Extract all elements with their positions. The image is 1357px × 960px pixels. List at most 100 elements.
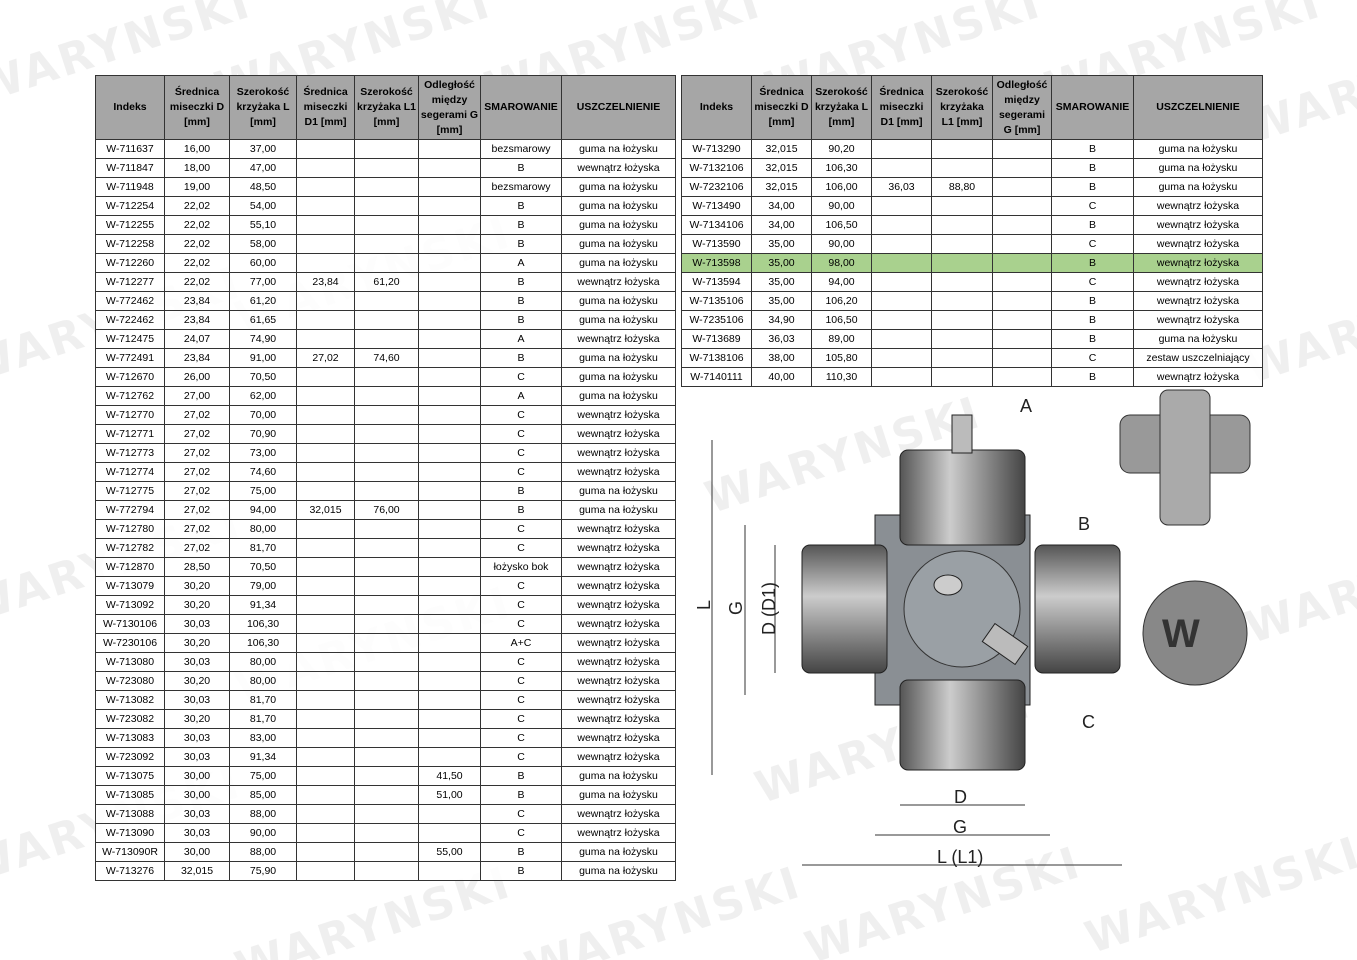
table-cell [354,405,419,425]
table-cell [354,747,419,767]
table-cell: 27,02 [164,500,230,520]
table-cell: 30,00 [164,785,230,805]
table-cell: 77,00 [229,272,297,292]
table-cell: wewnątrz łożyska [561,462,676,482]
table-cell: B [1051,177,1134,197]
table-cell: W-712762 [95,386,165,406]
table-cell: wewnątrz łożyska [1133,272,1263,292]
table-cell [296,177,355,197]
table-row: W-712870 28,50 70,50 łożysko bok wewnątrz ło… [95,557,676,577]
table-cell: W-713276 [95,861,165,881]
table-cell [418,234,481,254]
table-cell [354,766,419,786]
table-cell: 26,00 [164,367,230,387]
table-cell [418,196,481,216]
table-cell: W-713083 [95,728,165,748]
table-cell: 23,84 [296,272,355,292]
table-cell: 74,60 [354,348,419,368]
table-cell [992,253,1052,273]
table-cell [418,424,481,444]
table-cell: W-713090 [95,823,165,843]
table-cell: W-713085 [95,785,165,805]
table-cell: A+C [480,633,562,653]
table-cell: wewnątrz łożyska [561,595,676,615]
table-cell: W-712254 [95,196,165,216]
table-cell: wewnątrz łożyska [561,405,676,425]
table-cell: 32,015 [296,500,355,520]
table-cell: 91,34 [229,747,297,767]
column-header: Średnica miseczki D1 [mm] [871,75,932,140]
table-cell: 70,50 [229,367,297,387]
table-cell: 94,00 [811,272,872,292]
table-cell [296,557,355,577]
table-cell: C [480,595,562,615]
table-cell [296,424,355,444]
table-cell [418,576,481,596]
table-cell: guma na łożysku [561,215,676,235]
table-cell: 90,20 [811,139,872,159]
table-cell: W-713689 [681,329,752,349]
column-header: USZCZELNIENIE [561,75,676,140]
table-cell: 32,015 [751,139,812,159]
table-cell: wewnątrz łożyska [1133,253,1263,273]
table-cell: C [480,614,562,634]
table-cell [354,804,419,824]
table-cell: wewnątrz łożyska [561,519,676,539]
table-cell: wewnątrz łożyska [1133,215,1263,235]
table-cell: 22,02 [164,215,230,235]
table-cell: 88,00 [229,842,297,862]
table-cell: wewnątrz łożyska [561,557,676,577]
table-cell: W-712670 [95,367,165,387]
label-c: C [1082,712,1095,732]
table-cell [418,405,481,425]
table-cell: 70,50 [229,557,297,577]
table-cell [418,158,481,178]
table-cell: W-711847 [95,158,165,178]
table-cell [296,538,355,558]
table-cell: W-712774 [95,462,165,482]
table-cell: W-7138106 [681,348,752,368]
table-cell: 80,00 [229,652,297,672]
table-cell [931,367,993,387]
table-cell: B [480,158,562,178]
table-cell [354,215,419,235]
table-cell: guma na łożysku [561,386,676,406]
table-cell: 91,00 [229,348,297,368]
left-spec-table: Indeks Średnica miseczki D [mm] Szerokość … [95,75,676,881]
table-cell: 106,20 [811,291,872,311]
table-cell: guma na łożysku [1133,158,1263,178]
table-cell [296,405,355,425]
table-cell [871,367,932,387]
table-cell [418,671,481,691]
label-b: B [1078,514,1090,534]
label-d: D [954,787,967,807]
table-cell [354,196,419,216]
table-cell: W-713092 [95,595,165,615]
table-cell: W-7135106 [681,291,752,311]
table-cell: C [480,405,562,425]
table-cell: W-772462 [95,291,165,311]
table-cell: 80,00 [229,671,297,691]
table-cell: wewnątrz łożyska [1133,234,1263,254]
table-cell: 32,015 [164,861,230,881]
table-cell: C [480,443,562,463]
table-cell [354,519,419,539]
table-cell: 40,00 [751,367,812,387]
column-header: Średnica miseczki D [mm] [164,75,230,140]
table-cell: B [480,766,562,786]
table-cell [354,367,419,387]
table-cell [354,595,419,615]
